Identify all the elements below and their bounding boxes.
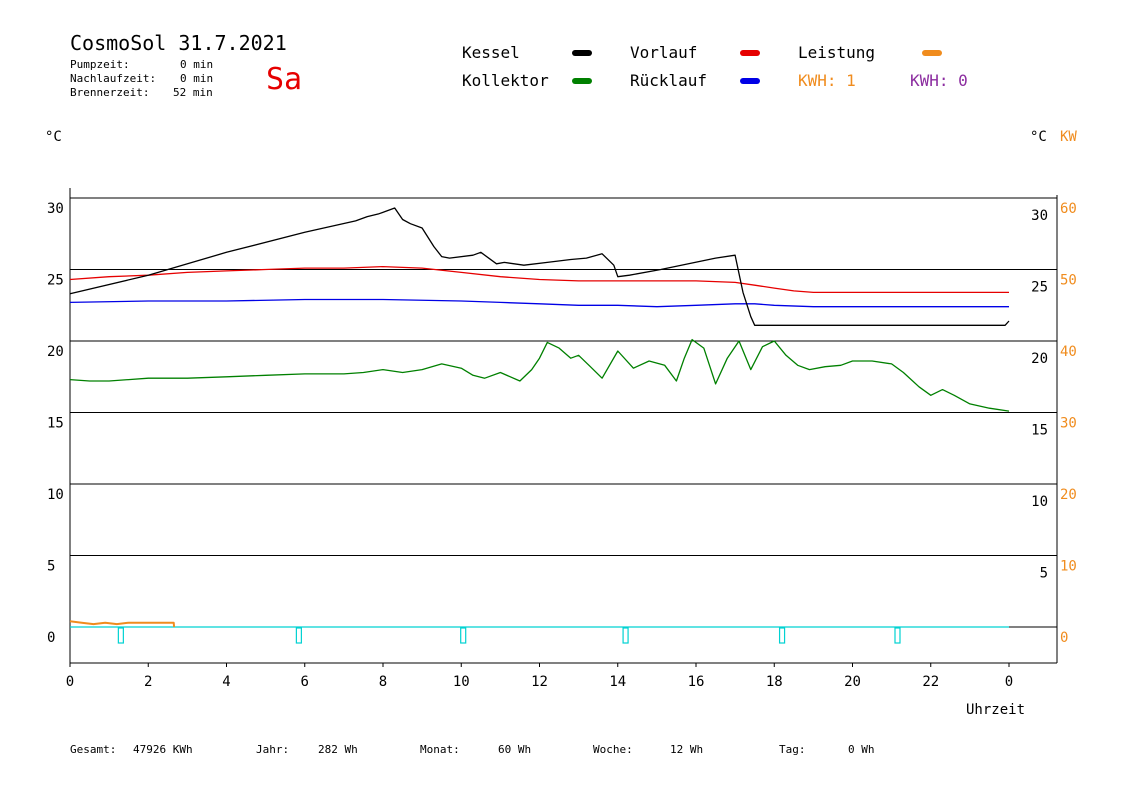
footer-day-value: 0 Wh xyxy=(848,743,875,756)
footer-year-value: 282 Wh xyxy=(318,743,358,756)
y-tick-right-label: 15 xyxy=(1031,423,1048,439)
pump-marker xyxy=(295,627,302,644)
x-tick-label: 20 xyxy=(844,674,861,690)
y-tick-right2-label: 40 xyxy=(1060,344,1077,360)
x-tick-label: 22 xyxy=(922,674,939,690)
x-tick-label: 4 xyxy=(222,674,230,690)
footer-week-label: Woche: xyxy=(593,743,633,756)
footer-day-label: Tag: xyxy=(779,743,806,756)
pump-marker xyxy=(622,627,629,644)
legend-kollektor-label: Kollektor xyxy=(462,71,549,90)
legend-kwh-2: KWH: 0 xyxy=(910,71,968,90)
y-tick-left-label: 25 xyxy=(47,273,64,289)
x-tick-label: 2 xyxy=(144,674,152,690)
pump-time-label: Pumpzeit: xyxy=(70,58,130,71)
series-line-leistung xyxy=(69,620,176,628)
legend-ruecklauf-label: Rücklauf xyxy=(630,71,708,90)
legend-kwh-1: KWH: 1 xyxy=(798,71,856,90)
series-line-vorlauf xyxy=(69,265,1009,294)
pump-time-value: 0 min xyxy=(180,58,214,71)
page-title: CosmoSol 31.7.2021 xyxy=(70,31,287,55)
y-tick-right2-label: 0 xyxy=(1060,630,1068,646)
pump-marker xyxy=(894,627,901,644)
y-tick-left-label: 10 xyxy=(47,487,64,503)
series-line-ruecklauf xyxy=(69,298,1009,308)
y-tick-right-label: 25 xyxy=(1031,280,1048,296)
y-tick-left-label: 30 xyxy=(47,201,64,217)
legend-kessel-swatch xyxy=(572,50,592,56)
pump-marker xyxy=(460,627,467,644)
footer-month-label: Monat: xyxy=(420,743,460,756)
burner-time-value: 52 min xyxy=(173,86,213,99)
y-tick-right2-label: 60 xyxy=(1060,201,1077,217)
footer-year-label: Jahr: xyxy=(256,743,290,756)
y-axis-right2-unit: KW xyxy=(1060,129,1077,145)
legend-leistung-swatch xyxy=(922,50,942,56)
pump-marker xyxy=(778,627,786,644)
x-tick-label: 0 xyxy=(66,674,74,690)
y-tick-left-label: 20 xyxy=(47,344,64,360)
series-line-kollektor xyxy=(69,338,1010,412)
y-axis-left-unit: °C xyxy=(45,129,62,145)
footer-month-value: 60 Wh xyxy=(498,743,532,756)
y-tick-right-label: 5 xyxy=(1040,566,1048,582)
weekday-label: Sa xyxy=(266,62,303,97)
y-tick-left-label: 0 xyxy=(47,630,55,646)
legend-kessel-label: Kessel xyxy=(462,43,520,62)
run-on-time-label: Nachlaufzeit: xyxy=(70,72,157,85)
legend-kollektor-swatch xyxy=(572,78,592,84)
x-tick-label: 6 xyxy=(301,674,309,690)
x-tick-label: 12 xyxy=(531,674,548,690)
y-tick-right2-label: 10 xyxy=(1060,559,1077,575)
run-on-time-value: 0 min xyxy=(180,72,214,85)
y-tick-right2-label: 30 xyxy=(1060,416,1077,432)
footer-total-value: 47926 KWh xyxy=(133,743,193,756)
pump-marker xyxy=(117,627,124,644)
y-axis-right-unit: °C xyxy=(1030,129,1047,145)
legend-ruecklauf-swatch xyxy=(740,78,760,84)
legend-vorlauf-label: Vorlauf xyxy=(630,43,698,62)
legend-vorlauf-swatch xyxy=(740,50,760,56)
y-tick-right2-label: 50 xyxy=(1060,273,1077,289)
footer-total-label: Gesamt: xyxy=(70,743,117,756)
y-tick-right2-label: 20 xyxy=(1060,487,1077,503)
x-tick-label: 8 xyxy=(379,674,387,690)
y-tick-left-label: 5 xyxy=(47,559,55,575)
x-tick-label: 10 xyxy=(453,674,470,690)
y-tick-right-label: 20 xyxy=(1031,351,1048,367)
legend-leistung-label: Leistung xyxy=(798,43,876,62)
x-tick-label: 16 xyxy=(688,674,705,690)
footer-week-value: 12 Wh xyxy=(670,743,704,756)
series-line-kessel xyxy=(69,207,1010,326)
x-axis-label: Uhrzeit xyxy=(966,702,1026,718)
x-tick-label: 14 xyxy=(609,674,626,690)
y-tick-right-label: 30 xyxy=(1031,208,1048,224)
y-tick-right-label: 10 xyxy=(1031,494,1048,510)
x-tick-label: 0 xyxy=(1005,674,1013,690)
x-tick-label: 18 xyxy=(766,674,783,690)
burner-time-label: Brennerzeit: xyxy=(70,86,150,99)
y-tick-left-label: 15 xyxy=(47,416,64,432)
